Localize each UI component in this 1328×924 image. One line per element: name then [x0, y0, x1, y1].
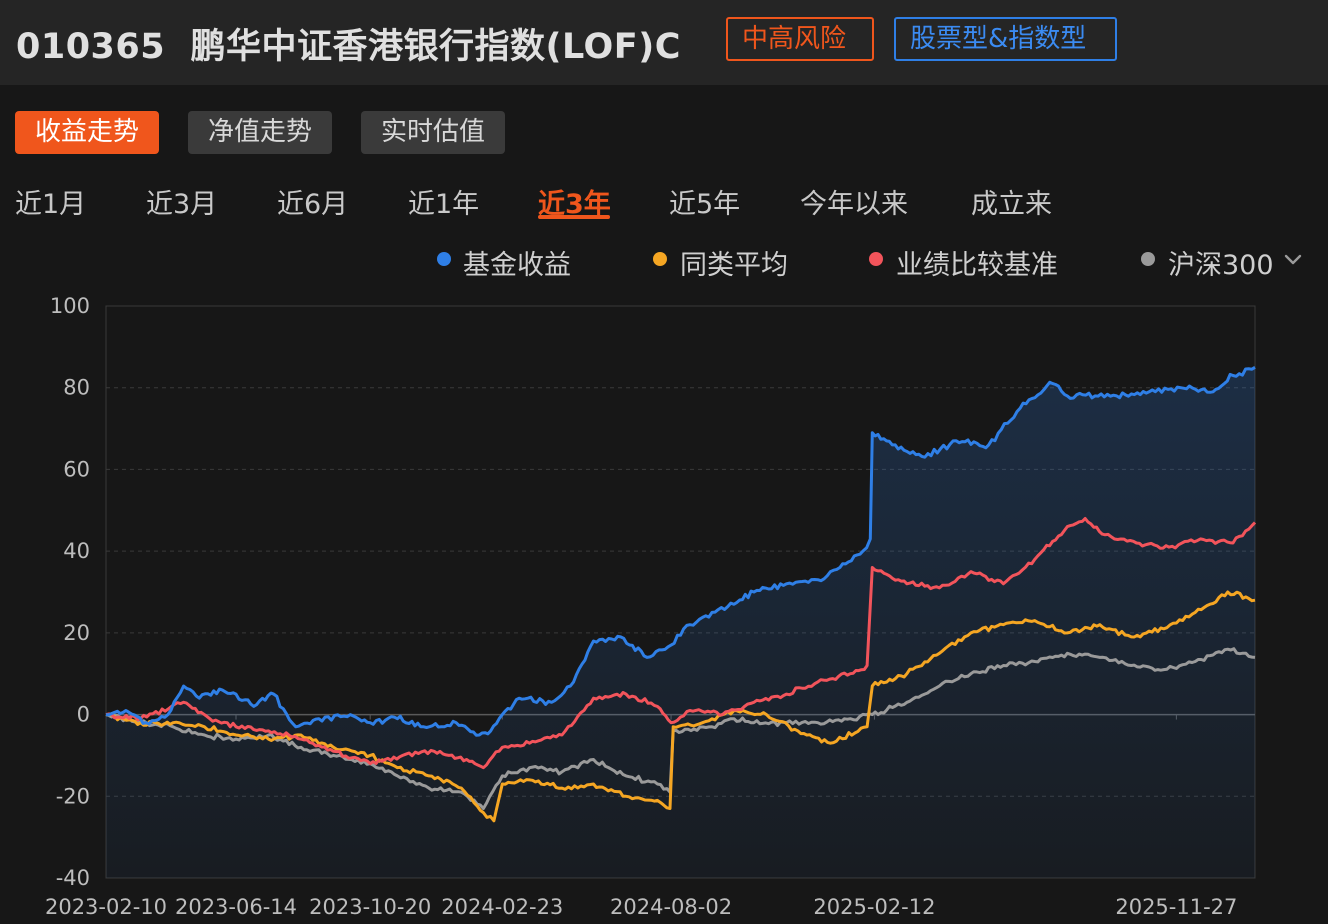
page-title: 010365 鹏华中证香港银行指数(LOF)C: [16, 18, 681, 69]
active-range-indicator: [538, 215, 610, 219]
x-tick-label: 2024-02-23: [441, 895, 563, 919]
y-tick-label: 0: [77, 703, 90, 727]
x-tick-label: 2023-10-20: [309, 895, 431, 919]
y-tick-label: -20: [56, 784, 90, 808]
x-tick-label: 2024-08-02: [610, 895, 732, 919]
y-tick-label: 60: [63, 457, 90, 481]
risk-badge: 中高风险: [726, 17, 874, 61]
fund-area: [106, 367, 1255, 878]
y-tick-label: -40: [56, 866, 90, 890]
x-tick-label: 2025-02-12: [813, 895, 935, 919]
legend-dot-fund: [437, 252, 451, 266]
tab-realtime-estimate[interactable]: 实时估值: [361, 111, 505, 154]
legend-benchmark[interactable]: 业绩比较基准: [896, 250, 1058, 281]
tab-nav-trend[interactable]: 净值走势: [188, 111, 332, 154]
fund-header: 010365 鹏华中证香港银行指数(LOF)C 中高风险 股票型&指数型: [0, 0, 1328, 85]
y-axis-labels: 100 80 60 40 20 0 -20 -40: [50, 294, 90, 890]
legend-peer-average[interactable]: 同类平均: [680, 250, 788, 281]
series-line-1: [105, 590, 1256, 823]
range-tab-1m[interactable]: 近1月: [15, 189, 87, 220]
x-tick-label: 2025-11-27: [1115, 895, 1237, 919]
series-line-2: [105, 517, 1257, 770]
legend-dot-csi300: [1141, 252, 1155, 266]
legend-dot-benchmark: [869, 252, 883, 266]
range-tab-3m[interactable]: 近3月: [146, 189, 218, 220]
chevron-down-icon[interactable]: [1282, 248, 1304, 270]
x-tick-label: 2023-06-14: [175, 895, 297, 919]
range-tab-since-inception[interactable]: 成立来: [971, 189, 1052, 220]
range-tab-6m[interactable]: 近6月: [277, 189, 349, 220]
fund-code: 010365: [16, 27, 166, 67]
fund-type-badge: 股票型&指数型: [894, 17, 1117, 61]
series-line-3: [105, 647, 1256, 810]
range-tab-1y[interactable]: 近1年: [408, 189, 480, 220]
tab-return-trend[interactable]: 收益走势: [15, 111, 159, 154]
range-tab-3y[interactable]: 近3年: [538, 189, 611, 220]
series-line-0: [105, 366, 1256, 737]
legend-dot-peer: [653, 252, 667, 266]
series-lines: [105, 366, 1257, 823]
y-tick-label: 80: [63, 376, 90, 400]
y-tick-label: 100: [50, 294, 90, 318]
range-tab-5y[interactable]: 近5年: [669, 189, 741, 220]
legend-fund-return[interactable]: 基金收益: [463, 250, 571, 281]
x-tick-label: 2023-02-10: [45, 895, 167, 919]
y-tick-label: 40: [63, 539, 90, 563]
y-tick-label: 20: [63, 621, 90, 645]
fund-return-area: [106, 367, 1255, 878]
legend-csi300[interactable]: 沪深300: [1168, 250, 1274, 281]
x-axis-labels: 2023-02-10 2023-06-14 2023-10-20 2024-02-23…: [45, 895, 1237, 919]
fund-name: 鹏华中证香港银行指数(LOF)C: [190, 27, 681, 67]
range-tab-ytd[interactable]: 今年以来: [800, 189, 908, 220]
